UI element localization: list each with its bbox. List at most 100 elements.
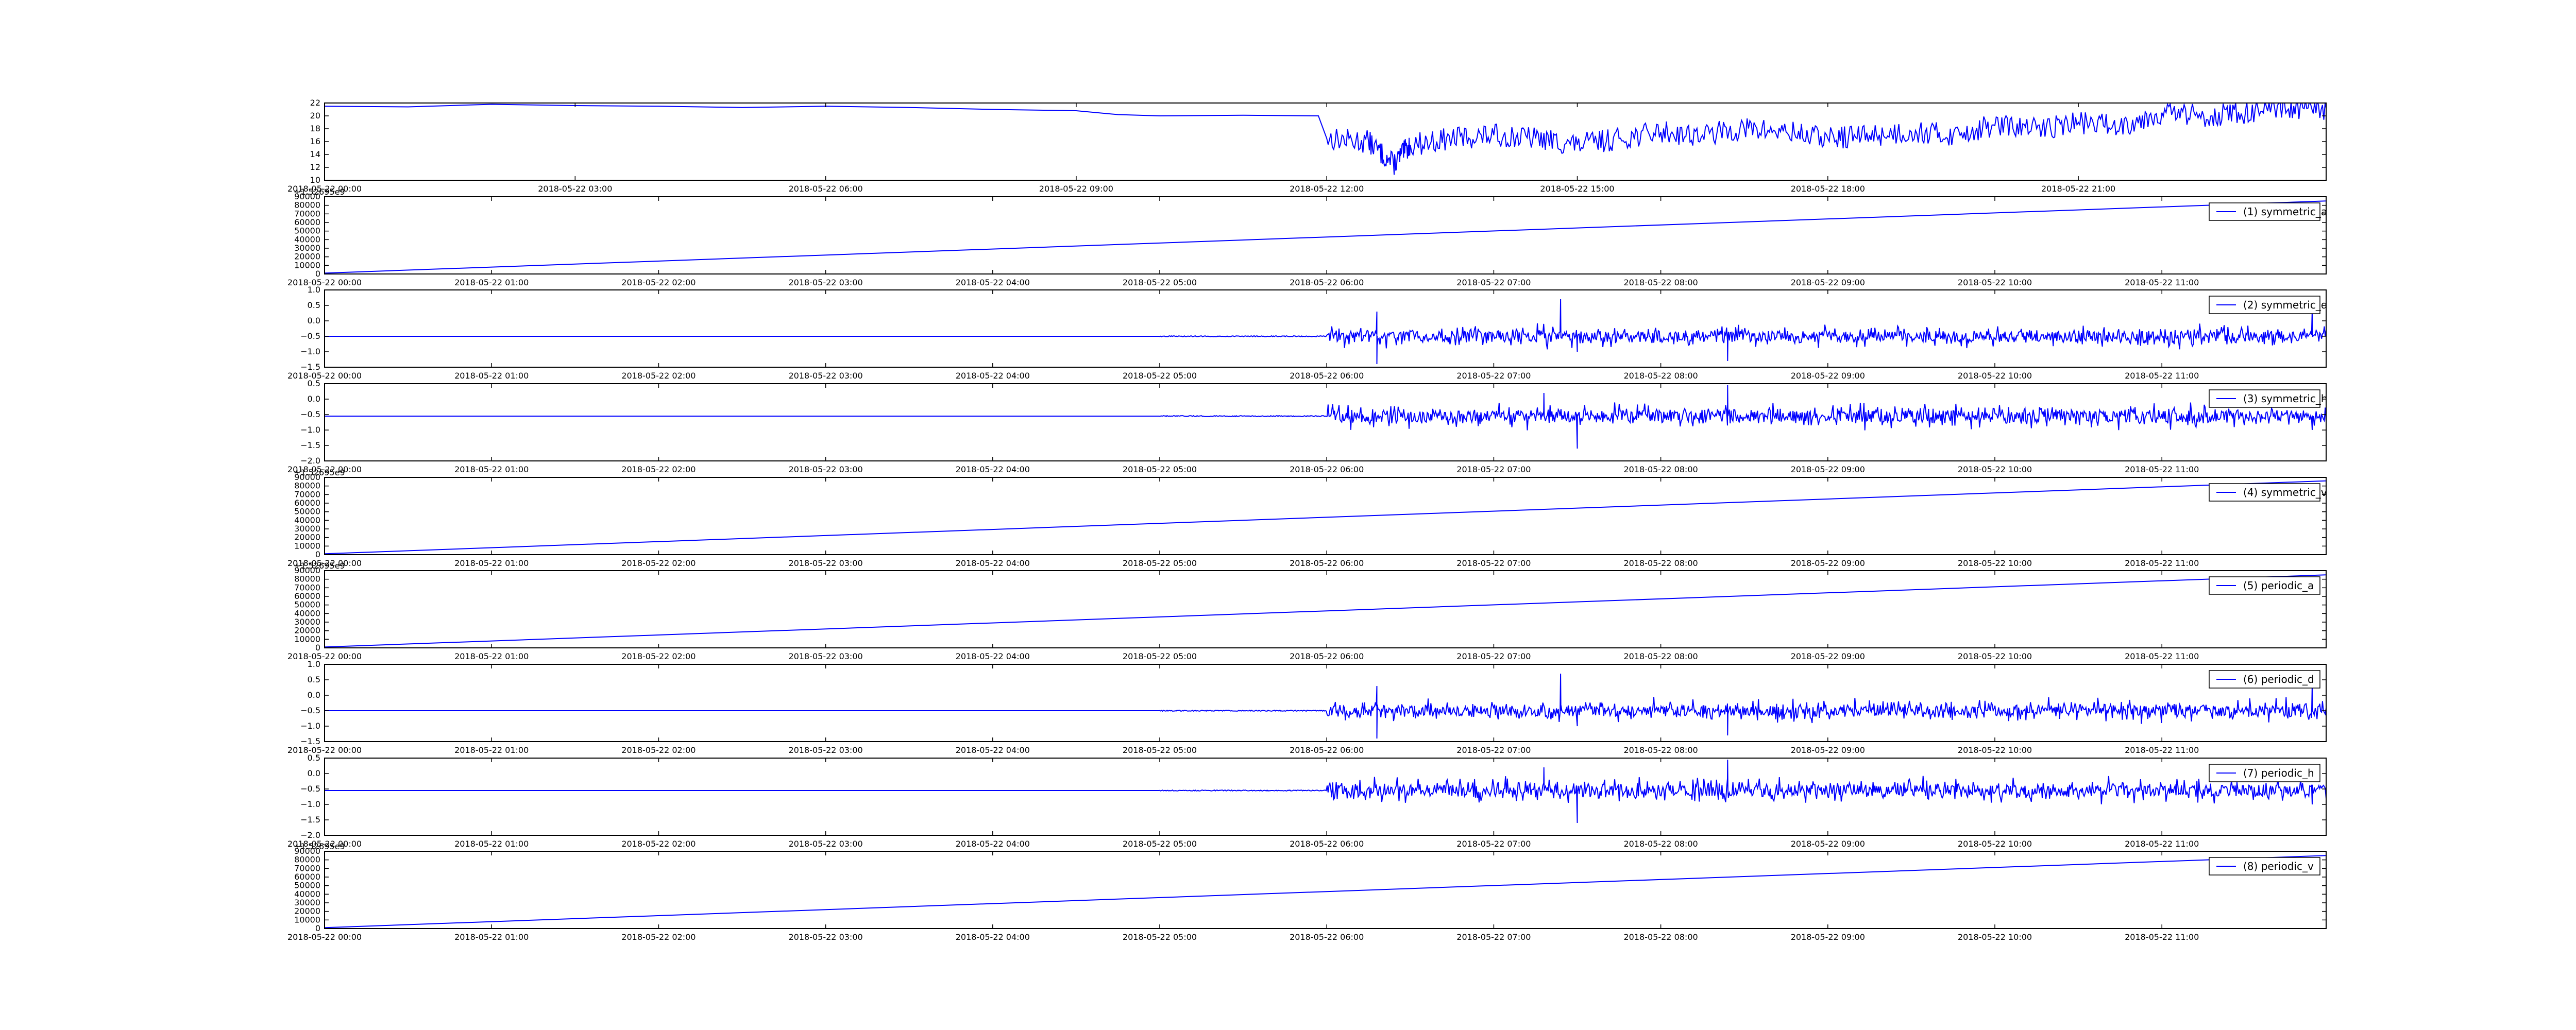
x-tick-label: 2018-05-22 07:00 bbox=[1456, 558, 1531, 568]
x-tick-label: 2018-05-22 03:00 bbox=[789, 745, 863, 755]
x-tick-label: 2018-05-22 00:00 bbox=[287, 184, 362, 194]
y-tick-label: 10000 bbox=[294, 260, 320, 270]
y-tick-label: 0.5 bbox=[308, 300, 320, 310]
y-tick-label: 0 bbox=[315, 550, 320, 559]
x-tick-label: 2018-05-22 00:00 bbox=[287, 371, 362, 381]
y-tick-label: 10 bbox=[310, 175, 320, 185]
y-tick-label: 40000 bbox=[294, 608, 320, 618]
x-tick-label: 2018-05-22 05:00 bbox=[1123, 651, 1197, 661]
y-tick-label: 70000 bbox=[294, 209, 320, 218]
y-tick-label: 30000 bbox=[294, 524, 320, 534]
panel-symmetric-a: 0100002000030000400005000060000700008000… bbox=[287, 187, 2327, 287]
y-tick-label: 0 bbox=[315, 643, 320, 653]
x-tick-label: 2018-05-22 05:00 bbox=[1123, 839, 1197, 849]
x-tick-label: 2018-05-22 09:00 bbox=[1791, 839, 1865, 849]
panel-symmetric-h: −2.0 −1.5 −1.0 −0.5 0.0 0.5 2018-05-22 00:00 20… bbox=[287, 379, 2328, 474]
x-tick-label: 2018-05-22 05:00 bbox=[1123, 932, 1197, 942]
x-tick-label: 2018-05-22 04:00 bbox=[956, 745, 1030, 755]
y-tick-label: −1.5 bbox=[300, 440, 320, 450]
x-tick-label: 2018-05-22 08:00 bbox=[1624, 278, 1698, 287]
x-tick-label: 2018-05-22 00:00 bbox=[287, 651, 362, 661]
legend: (8) periodic_v bbox=[2209, 857, 2320, 876]
x-tick-label: 2018-05-22 02:00 bbox=[621, 371, 696, 381]
series-line-1-symmetric-a bbox=[325, 200, 2326, 274]
x-tick-label: 2018-05-22 04:00 bbox=[956, 651, 1030, 661]
x-tick-label: 2018-05-22 01:00 bbox=[454, 839, 529, 849]
y-tick-label: 30000 bbox=[294, 617, 320, 627]
x-tick-label: 2018-05-22 08:00 bbox=[1624, 465, 1698, 474]
y-tick-label: 18 bbox=[310, 124, 320, 133]
y-tick-label: 40000 bbox=[294, 515, 320, 525]
x-tick-label: 2018-05-22 03:00 bbox=[789, 651, 863, 661]
y-tick-label: 70000 bbox=[294, 489, 320, 499]
series-line-3-symmetric-h bbox=[325, 385, 2326, 449]
x-tick-label: 2018-05-22 07:00 bbox=[1456, 651, 1531, 661]
x-tick-label: 2018-05-22 02:00 bbox=[621, 465, 696, 474]
series-line-2-symmetric-d bbox=[325, 299, 2326, 365]
legend: (7) periodic_h bbox=[2209, 764, 2320, 782]
x-tick-label: 2018-05-22 10:00 bbox=[1958, 745, 2032, 755]
x-tick-label: 2018-05-22 00:00 bbox=[287, 278, 362, 287]
y-tick-label: 20 bbox=[310, 111, 320, 121]
y-tick-label: −2.0 bbox=[300, 830, 320, 840]
x-tick-label: 2018-05-22 08:00 bbox=[1624, 558, 1698, 568]
x-tick-label: 2018-05-22 00:00 bbox=[287, 558, 362, 568]
x-tick-label: 2018-05-22 11:00 bbox=[2125, 839, 2199, 849]
x-tick-label: 2018-05-22 04:00 bbox=[956, 371, 1030, 381]
x-tick-label: 2018-05-22 05:00 bbox=[1123, 371, 1197, 381]
y-tick-label: −0.5 bbox=[300, 409, 320, 419]
x-tick-label: 2018-05-22 01:00 bbox=[454, 465, 529, 474]
y-tick-label: −0.5 bbox=[300, 706, 320, 715]
y-tick-label: −1.0 bbox=[300, 799, 320, 809]
x-tick-label: 2018-05-22 00:00 bbox=[287, 465, 362, 474]
y-tick-label: 14 bbox=[310, 149, 320, 159]
y-tick-label: 0 bbox=[315, 923, 320, 933]
legend: (6) periodic_d bbox=[2209, 670, 2320, 689]
x-tick-label: 2018-05-22 09:00 bbox=[1791, 745, 1865, 755]
x-tick-label: 2018-05-22 06:00 bbox=[1290, 371, 1364, 381]
y-tick-label: 50000 bbox=[294, 507, 320, 517]
x-tick-label: 2018-05-22 08:00 bbox=[1624, 839, 1698, 849]
x-tick-label: 2018-05-22 07:00 bbox=[1456, 465, 1531, 474]
axes-frame bbox=[324, 102, 2327, 181]
y-tick-label: 70000 bbox=[294, 863, 320, 873]
y-tick-label: 80000 bbox=[294, 574, 320, 584]
y-tick-label: 16 bbox=[310, 136, 320, 146]
y-tick-label: −1.5 bbox=[300, 362, 320, 372]
y-tick-label: 30000 bbox=[294, 243, 320, 253]
y-tick-label: 60000 bbox=[294, 217, 320, 227]
series-line-8-periodic-v bbox=[325, 855, 2326, 929]
axes-frame bbox=[324, 383, 2327, 461]
x-tick-label: 2018-05-22 10:00 bbox=[1958, 371, 2032, 381]
x-tick-label: 2018-05-22 07:00 bbox=[1456, 839, 1531, 849]
x-tick-label: 2018-05-22 06:00 bbox=[1290, 558, 1364, 568]
x-tick-label: 2018-05-22 08:00 bbox=[1624, 651, 1698, 661]
y-tick-label: 60000 bbox=[294, 498, 320, 508]
y-tick-label: 20000 bbox=[294, 252, 320, 262]
legend-label: (2) symmetric_d bbox=[2243, 299, 2328, 311]
y-tick-label: 0.0 bbox=[308, 394, 320, 404]
legend: (1) symmetric_a bbox=[2209, 202, 2327, 221]
legend-box bbox=[2209, 857, 2320, 876]
axis-offset-text: +1.52695e9 bbox=[294, 187, 345, 197]
y-tick-label: 20000 bbox=[294, 906, 320, 916]
y-tick-label: 40000 bbox=[294, 234, 320, 244]
x-tick-label: 2018-05-22 02:00 bbox=[621, 839, 696, 849]
x-tick-label: 2018-05-22 11:00 bbox=[2125, 745, 2199, 755]
y-tick-label: −1.5 bbox=[300, 815, 320, 825]
series-line-4-symmetric-v bbox=[325, 480, 2326, 555]
y-tick-label: 20000 bbox=[294, 533, 320, 542]
x-tick-label: 2018-05-22 09:00 bbox=[1791, 278, 1865, 287]
x-tick-label: 2018-05-22 10:00 bbox=[1958, 558, 2032, 568]
y-tick-label: 60000 bbox=[294, 872, 320, 882]
legend-label: (1) symmetric_a bbox=[2243, 205, 2327, 218]
x-tick-label: 2018-05-22 03:00 bbox=[789, 558, 863, 568]
panel-periodic-a: 0100002000030000400005000060000700008000… bbox=[287, 561, 2327, 661]
x-tick-label: 2018-05-22 09:00 bbox=[1791, 651, 1865, 661]
legend: (3) symmetric_h bbox=[2209, 389, 2328, 408]
y-tick-label: 0 bbox=[315, 269, 320, 279]
y-tick-label: 20000 bbox=[294, 626, 320, 636]
y-tick-label: 90000 bbox=[294, 846, 320, 856]
y-tick-label: 60000 bbox=[294, 591, 320, 601]
x-tick-label: 2018-05-22 03:00 bbox=[789, 839, 863, 849]
